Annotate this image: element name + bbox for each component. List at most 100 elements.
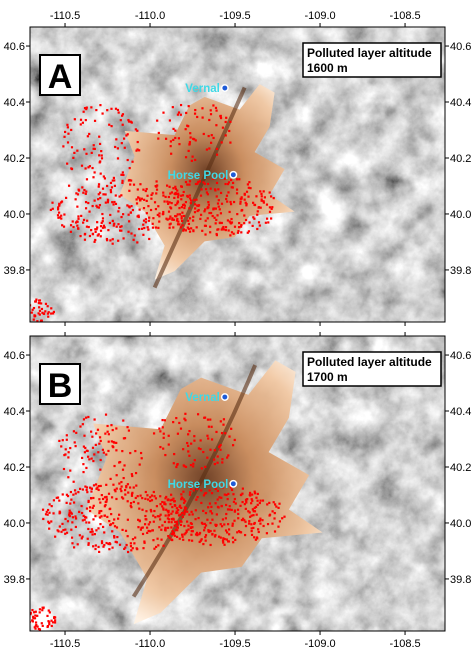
pollution-dot — [72, 156, 75, 159]
pollution-dot — [123, 437, 127, 440]
pollution-dot — [83, 233, 86, 236]
pollution-dot — [216, 461, 219, 464]
pollution-dot — [224, 529, 228, 532]
pollution-dot — [208, 147, 211, 150]
pollution-dot — [176, 529, 179, 532]
pollution-dot — [222, 541, 225, 544]
pollution-dot — [52, 310, 55, 314]
pollution-dot — [283, 515, 286, 518]
pollution-dot — [174, 129, 177, 132]
pollution-dot — [113, 534, 116, 538]
pollution-dot — [41, 624, 44, 627]
pollution-dot — [136, 495, 139, 498]
pollution-dot — [110, 440, 113, 443]
pollution-dot — [233, 509, 237, 512]
pollution-dot — [159, 518, 162, 521]
pollution-dot — [115, 138, 118, 141]
pollution-dot — [135, 484, 138, 487]
pollution-dot — [249, 187, 252, 190]
pollution-dot — [108, 221, 112, 225]
pollution-dot — [209, 529, 212, 533]
pollution-dot — [141, 508, 144, 511]
pollution-dot — [206, 518, 209, 521]
y-tick-label: 40.4 — [450, 406, 471, 418]
pollution-dot — [210, 512, 214, 515]
pollution-dot — [131, 474, 134, 478]
pollution-dot — [116, 535, 119, 539]
pollution-dot — [232, 232, 235, 235]
pollution-dot — [113, 200, 116, 204]
pollution-dot — [109, 191, 113, 194]
pollution-dot — [80, 214, 83, 217]
pollution-dot — [70, 498, 73, 501]
pollution-dot — [213, 458, 216, 461]
pollution-dot — [120, 485, 123, 488]
pollution-dot — [188, 207, 191, 210]
pollution-dot — [175, 465, 178, 469]
pollution-dot — [238, 178, 241, 181]
pollution-dot — [87, 499, 90, 503]
pollution-dot — [157, 226, 160, 229]
pollution-dot — [180, 493, 183, 496]
pollution-dot — [82, 463, 85, 466]
pollution-dot — [187, 125, 190, 128]
pollution-dot — [118, 543, 122, 546]
pollution-dot — [186, 195, 189, 198]
pollution-dot — [184, 156, 188, 159]
pollution-dot — [197, 180, 200, 184]
pollution-dot — [229, 178, 233, 182]
pollution-dot — [111, 428, 114, 432]
pollution-dot — [94, 228, 97, 231]
pollution-dot — [69, 230, 72, 233]
pollution-dot — [130, 549, 133, 552]
pollution-dot — [175, 523, 179, 526]
pollution-dot — [57, 211, 61, 214]
annotation-box — [302, 351, 442, 387]
pollution-dot — [138, 227, 141, 231]
pollution-dot — [271, 206, 274, 209]
pollution-dot — [148, 521, 152, 524]
pollution-dot — [111, 242, 114, 245]
pollution-dot — [247, 195, 250, 198]
pollution-dot — [56, 208, 60, 211]
pollution-dot — [184, 500, 187, 503]
pollution-dot — [74, 445, 77, 448]
pollution-dot — [204, 539, 207, 542]
pollution-dot — [227, 523, 230, 526]
pollution-dot — [226, 200, 229, 203]
pollution-dot — [182, 538, 185, 541]
pollution-dot — [259, 206, 262, 209]
pollution-dot — [139, 494, 142, 497]
panel-label: A — [48, 58, 73, 96]
pollution-dot — [250, 529, 253, 533]
pollution-dot — [247, 510, 250, 513]
pollution-dot — [180, 198, 183, 201]
pollution-dot — [112, 176, 115, 179]
pollution-dot — [237, 229, 240, 233]
pollution-dot — [159, 503, 162, 506]
pollution-dot — [228, 220, 231, 223]
pollution-dot — [252, 514, 255, 517]
pollution-dot — [121, 171, 124, 174]
pollution-dot — [82, 191, 85, 194]
pollution-dot — [98, 516, 102, 519]
pollution-dot — [50, 307, 53, 310]
pollution-dot — [203, 416, 206, 419]
pollution-dot — [172, 421, 175, 424]
pollution-dot — [117, 210, 120, 213]
pollution-dot — [179, 103, 183, 107]
pollution-dot — [188, 513, 191, 516]
pollution-dot — [182, 501, 186, 504]
pollution-dot — [126, 158, 129, 162]
place-label: Horse Pool — [168, 170, 229, 182]
pollution-dot — [197, 516, 200, 520]
pollution-dot — [70, 128, 73, 132]
pollution-dot — [94, 238, 97, 242]
pollution-dot — [170, 498, 174, 501]
pollution-dot — [75, 192, 78, 195]
pollution-dot — [115, 541, 118, 544]
pollution-dot — [38, 299, 42, 302]
pollution-dot — [274, 503, 277, 506]
pollution-dot — [212, 177, 215, 181]
pollution-dot — [199, 217, 202, 221]
